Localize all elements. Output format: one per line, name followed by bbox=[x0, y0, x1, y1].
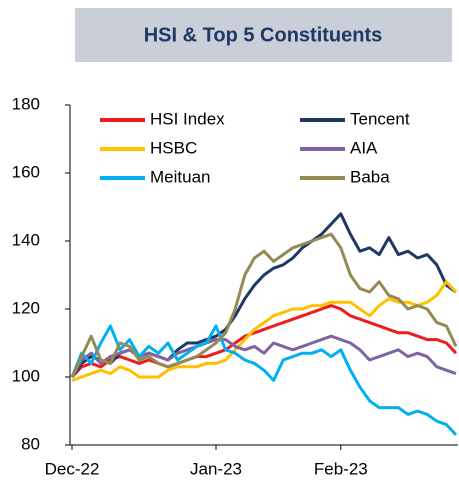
x-tick-label: Jan-23 bbox=[190, 459, 242, 478]
legend-label: Meituan bbox=[150, 167, 210, 186]
y-tick-label: 80 bbox=[21, 434, 40, 453]
y-tick-label: 180 bbox=[12, 94, 40, 113]
legend-label: Baba bbox=[350, 167, 390, 186]
y-tick-label: 140 bbox=[12, 230, 40, 249]
title-banner bbox=[75, 8, 452, 62]
y-tick-label: 100 bbox=[12, 366, 40, 385]
y-tick-label: 120 bbox=[12, 298, 40, 317]
series-line bbox=[70, 324, 458, 436]
x-tick-label: Dec-22 bbox=[45, 459, 100, 478]
y-tick-label: 160 bbox=[12, 162, 40, 181]
legend-label: HSI Index bbox=[150, 109, 225, 128]
series-line bbox=[71, 280, 458, 382]
chart-title: HSI & Top 5 Constituents bbox=[144, 24, 383, 46]
legend-label: HSBC bbox=[150, 138, 197, 157]
series-line bbox=[70, 304, 458, 379]
legend-label: AIA bbox=[350, 138, 378, 157]
series-line bbox=[70, 232, 458, 378]
legend-label: Tencent bbox=[350, 109, 410, 128]
x-tick-label: Feb-23 bbox=[314, 459, 368, 478]
